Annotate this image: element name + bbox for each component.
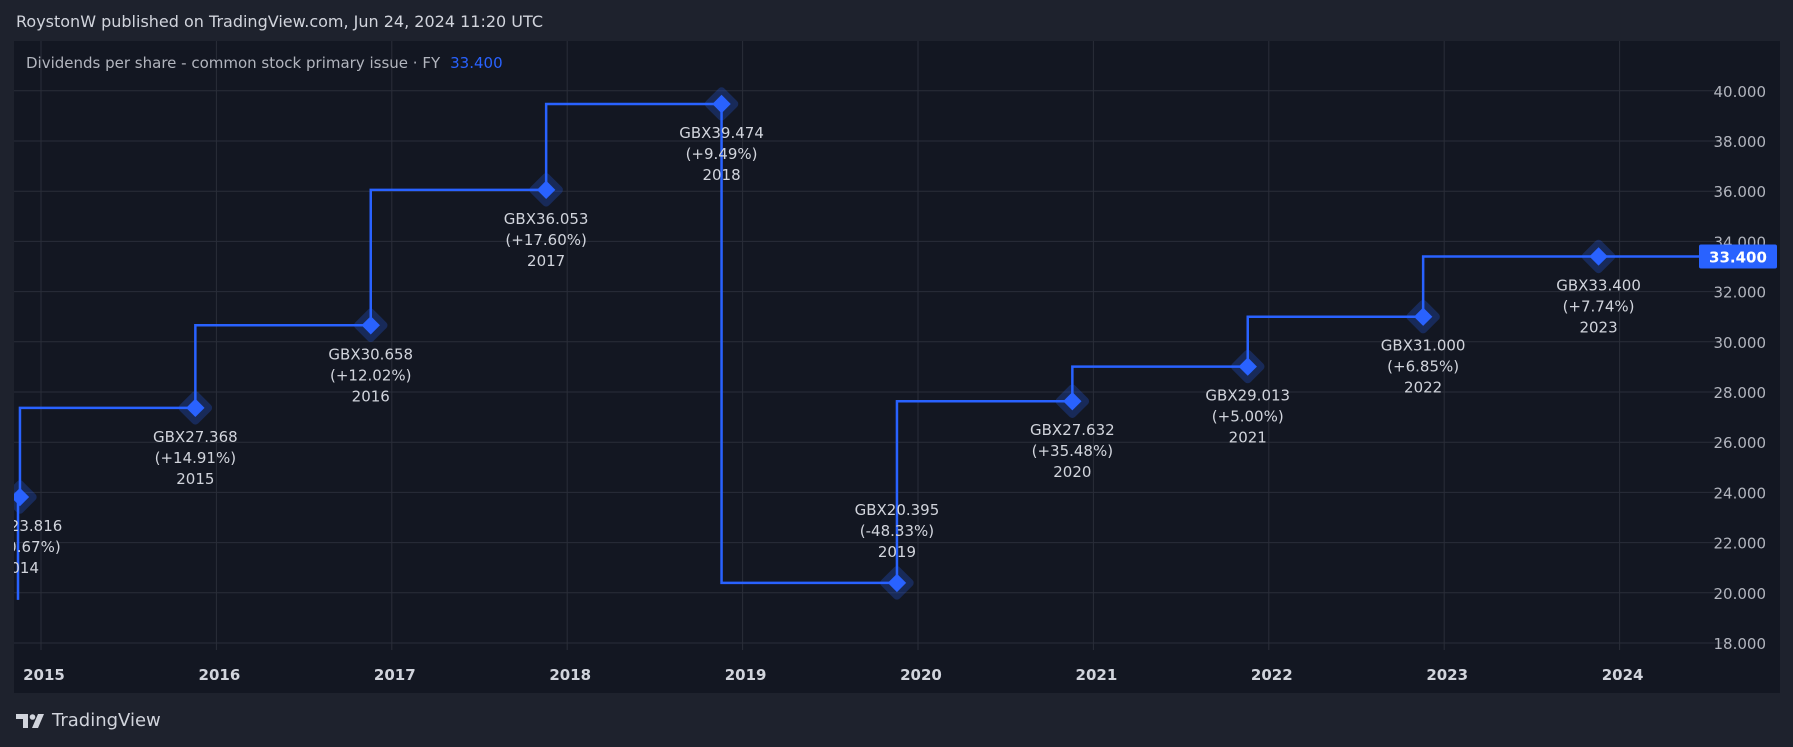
year-label: 2019: [878, 543, 916, 561]
x-tick-label: 2020: [900, 666, 942, 684]
y-tick-label: 18.000: [1714, 635, 1767, 653]
value-label: GBX27.368: [153, 428, 238, 446]
data-point-marker: [1589, 247, 1608, 266]
change-label: (+14.91%): [155, 449, 236, 467]
data-point-2021: GBX29.013 (+5.00%) 2021: [1205, 349, 1290, 447]
y-tick-label: 22.000: [1714, 535, 1767, 553]
x-tick-label: 2021: [1076, 666, 1118, 684]
publisher-caption: RoystonW published on TradingView.com, J…: [16, 12, 543, 31]
data-point-2014: GBX23.816 (+10.67%) 2014: [0, 480, 62, 577]
change-label: (+10.67%): [0, 538, 61, 556]
x-tick-label: 2022: [1251, 666, 1293, 684]
y-tick-label: 40.000: [1714, 83, 1767, 101]
data-point-marker: [712, 94, 731, 114]
data-point-2022: GBX31.000 (+6.85%) 2022: [1381, 299, 1466, 397]
value-label: GBX39.474: [679, 124, 764, 142]
year-label: 2023: [1579, 318, 1617, 336]
year-label: 2020: [1053, 463, 1091, 481]
change-label: (+17.60%): [505, 231, 586, 249]
tradingview-logo-icon: [16, 713, 44, 728]
change-label: (+5.00%): [1212, 408, 1284, 426]
data-point-marker: [1238, 357, 1257, 376]
x-tick-label: 2015: [23, 666, 65, 684]
change-label: (-48.33%): [860, 522, 934, 540]
year-label: 2018: [702, 166, 740, 184]
year-label: 2022: [1404, 379, 1442, 397]
value-label: GBX30.658: [328, 345, 413, 363]
change-label: (+35.48%): [1032, 442, 1113, 460]
year-label: 2016: [352, 387, 390, 405]
year-label: 2017: [527, 252, 565, 270]
data-point-marker: [14, 487, 30, 507]
change-label: (+9.49%): [686, 145, 758, 163]
y-tick-label: 36.000: [1714, 183, 1767, 201]
change-label: (+6.85%): [1387, 358, 1459, 376]
value-label: GBX27.632: [1030, 421, 1115, 439]
data-point-marker: [186, 398, 205, 418]
data-point-2016: GBX30.658 (+12.02%) 2016: [328, 308, 413, 405]
data-point-2017: GBX36.053 (+17.60%) 2017: [504, 173, 589, 270]
x-axis: 2015 2016 2017 2018 2019 2020 2021 2022 2023 2024: [23, 666, 1643, 684]
data-point-2023: GBX33.400 (+7.74%) 2023: [1556, 239, 1641, 336]
chart-grid: [14, 41, 1726, 650]
data-point-marker: [1413, 307, 1433, 326]
dividend-step-line: [16, 102, 1720, 600]
data-point-marker: [361, 316, 380, 335]
value-label: GBX36.053: [504, 210, 589, 228]
x-tick-label: 2017: [374, 666, 416, 684]
y-tick-label: 28.000: [1714, 384, 1767, 402]
data-point-2015: GBX27.368 (+14.91%) 2015: [153, 391, 238, 488]
year-label: 2014: [1, 559, 39, 577]
y-tick-label: 26.000: [1714, 434, 1767, 452]
x-tick-label: 2018: [549, 666, 591, 684]
y-tick-label: 30.000: [1714, 334, 1767, 352]
series-legend[interactable]: Dividends per share - common stock prima…: [26, 54, 503, 72]
year-label: 2015: [176, 470, 214, 488]
y-tick-label: 32.000: [1714, 284, 1767, 302]
data-point-marker: [536, 180, 556, 200]
data-point-2020: GBX27.632 (+35.48%) 2020: [1030, 384, 1115, 481]
y-tick-label: 20.000: [1714, 585, 1767, 603]
year-label: 2021: [1229, 429, 1267, 447]
data-point-2018: GBX39.474 (+9.49%) 2018: [679, 87, 764, 184]
y-tick-label: 38.000: [1714, 133, 1767, 151]
last-value-badge-text: 33.400: [1709, 248, 1767, 266]
last-value-badge: [1699, 244, 1777, 269]
x-tick-label: 2016: [199, 666, 241, 684]
data-point-2019: GBX20.395 (-48.33%) 2019: [855, 501, 940, 600]
tradingview-logo[interactable]: TradingView: [16, 710, 161, 731]
change-label: (+12.02%): [330, 366, 411, 384]
value-label: GBX20.395: [855, 501, 940, 519]
tradingview-brand: TradingView: [52, 710, 161, 731]
data-point-marker: [1063, 392, 1082, 411]
x-tick-label: 2019: [725, 666, 767, 684]
series-last-value: 33.400: [450, 54, 503, 72]
data-point-marker: [887, 573, 907, 593]
change-label: (+7.74%): [1563, 297, 1635, 315]
series-label: Dividends per share - common stock prima…: [26, 54, 441, 72]
value-label: GBX31.000: [1381, 337, 1466, 355]
x-tick-label: 2023: [1426, 666, 1468, 684]
value-label: GBX23.816: [0, 517, 62, 535]
y-tick-label: 24.000: [1714, 484, 1767, 502]
y-axis: 18.000 20.000 22.000 24.000 26.000 28.000 30.0…: [1699, 83, 1777, 653]
x-tick-label: 2024: [1602, 666, 1644, 684]
value-label: GBX33.400: [1556, 276, 1641, 294]
value-label: GBX29.013: [1205, 387, 1290, 405]
